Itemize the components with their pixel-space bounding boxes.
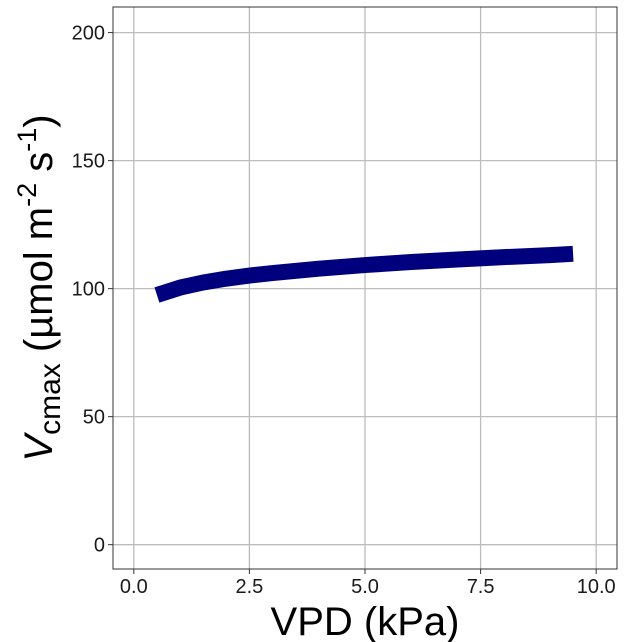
series-lines [154,245,574,303]
y-tick-label: 150 [72,151,105,173]
y-axis-subscript: cmax [34,363,67,435]
x-tick-label: 7.5 [467,576,495,598]
y-tick-label: 100 [72,279,105,301]
vcmax-series-line [154,245,574,303]
y-axis-unit-exp1: -2 [12,183,42,207]
x-axis-title: VPD (kPa) [271,600,460,642]
x-tick-label: 2.5 [235,576,263,598]
x-tick-label: 5.0 [351,576,379,598]
y-tick-label: 50 [83,407,105,429]
y-tick-label: 200 [72,23,105,45]
x-tick-label: 0.0 [120,576,148,598]
axis-ticks: 0.0 2.5 5.0 7.5 10.0 0 50 100 150 200 [72,23,616,598]
y-axis-unit-exp2: -1 [12,128,42,152]
y-axis-symbol: V [17,432,61,462]
y-axis-unit-mid: s [17,152,61,183]
y-tick-label: 0 [94,535,105,557]
x-tick-label: 10.0 [577,576,616,598]
y-axis-unit-close: ) [17,114,61,127]
y-axis-title: Vcmax (µmol m-2 s-1) [12,114,67,461]
y-axis-unit-open: (µmol m [17,207,61,363]
